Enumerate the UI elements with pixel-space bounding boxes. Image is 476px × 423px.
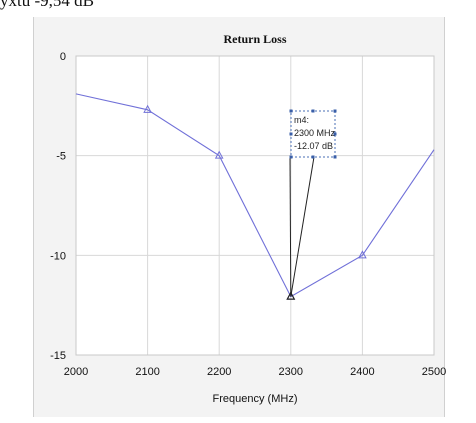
marker-name-label: m4: [294,115,309,125]
marker-resize-handle[interactable] [289,132,293,136]
marker-resize-handle[interactable] [333,109,337,113]
chart-title: Return Loss [223,32,286,46]
marker-point[interactable] [286,291,296,300]
x-tick-label: 2000 [64,366,88,378]
data-point [143,104,152,113]
marker-leader-line [290,156,315,297]
marker-resize-handle[interactable] [333,155,337,159]
grid-lines [75,55,435,356]
data-point [358,250,367,259]
series-line [75,93,435,298]
x-axis-label: Frequency (MHz) [213,393,298,405]
marker-y-label: -12.07 dB [294,141,333,151]
marker-annotation[interactable]: m4: 2300 MHz -12.07 dB [286,109,337,300]
plot-border [75,55,435,356]
marker-resize-handle[interactable] [289,109,293,113]
x-tick-label: 2200 [207,366,231,378]
plot-area [76,56,434,355]
marker-resize-handle[interactable] [311,155,315,159]
x-axis-ticks: 2000 2100 2200 2300 2400 2500 [64,366,446,378]
x-tick-label: 2300 [279,366,303,378]
x-tick-label: 2100 [135,366,159,378]
marker-resize-handle[interactable] [289,155,293,159]
y-tick-label: -5 [56,151,66,163]
data-point [214,150,224,159]
x-tick-label: 2500 [422,366,446,378]
marker-leader-line [289,156,292,297]
y-axis-ticks: 0 -5 -10 -15 [50,51,66,362]
marker-x-label: 2300 MHz [294,128,336,138]
marker-label-box[interactable] [290,110,336,158]
y-tick-label: -15 [50,350,66,362]
top-caption: ухtu -9,54 dB [0,0,94,10]
y-tick-label: -10 [50,250,66,262]
x-tick-label: 2400 [350,366,374,378]
y-tick-label: 0 [60,51,66,63]
marker-resize-handle[interactable] [333,132,337,136]
marker-resize-handle[interactable] [311,109,315,113]
